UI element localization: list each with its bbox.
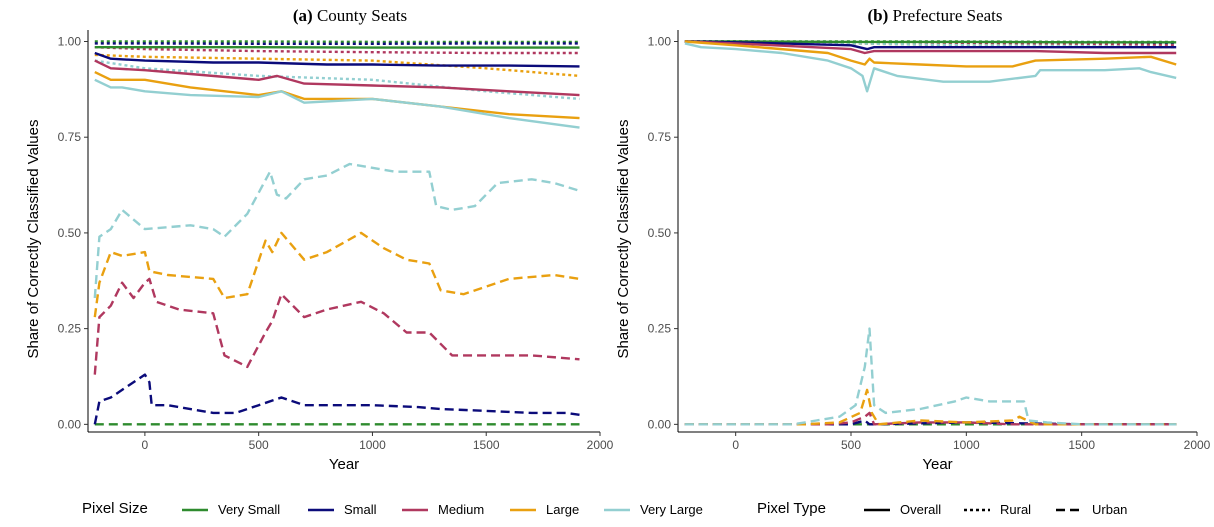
legend-key-swatch [604, 508, 630, 511]
legend: Pixel Size Very Small Small Medium Large Very… [0, 500, 1214, 524]
series-line-medium-overall [684, 40, 1177, 55]
y-tick-label: 1.00 [648, 34, 672, 48]
legend-label: Rural [1000, 502, 1032, 517]
legend-label: Urban [1092, 502, 1128, 517]
series-line-very-large-urban [684, 327, 1177, 426]
legend-item-urban: Urban [1054, 502, 1127, 517]
legend-item-very-small: Very Small [180, 502, 280, 517]
series-line-medium-overall [94, 59, 580, 97]
legend-item-small: Small [306, 502, 377, 517]
x-tick-label: 500 [249, 438, 269, 452]
x-tick-label: 500 [841, 438, 861, 452]
legend-label: Small [344, 502, 377, 517]
series-line-very-large-overall [94, 78, 580, 129]
panel-b: 0.00 0.25 0.50 0.75 1.00 0 500 1000 1500 2000 Year… [615, 30, 1211, 473]
legend-label: Medium [438, 502, 485, 517]
series-line-very-large-overall [684, 42, 1177, 93]
legend-item-very-large: Very Large [602, 502, 703, 517]
legend-item-large: Large [508, 502, 579, 517]
panel-name-a: County Seats [316, 6, 408, 25]
y-tick-label: 0.50 [58, 226, 82, 240]
panel-title-a: (a) County Seats [100, 6, 600, 26]
legend-key-swatch [1056, 508, 1082, 511]
x-tick-label: 1500 [473, 438, 500, 452]
series-line-large-overall [684, 40, 1177, 68]
legend-item-medium: Medium [400, 502, 484, 517]
panel-a: 0.00 0.25 0.50 0.75 1.00 0 500 1000 1500 2000 Year… [25, 30, 614, 473]
series-line-very-large-urban [93, 162, 580, 299]
series-line-large-overall [94, 71, 580, 120]
x-axis-title: Year [922, 456, 952, 473]
series-line-small-urban [93, 373, 580, 425]
y-axis-title: Share of Correctly Classified Values [615, 120, 632, 359]
legend-label: Very Large [640, 502, 703, 517]
panel-tag-b: (b) [867, 6, 889, 25]
x-tick-label: 0 [732, 438, 739, 452]
legend-key-swatch [964, 508, 990, 511]
legend-label: Very Small [218, 502, 281, 517]
x-tick-label: 0 [142, 438, 149, 452]
y-tick-label: 0.75 [648, 130, 672, 144]
legend-label: Large [546, 502, 580, 517]
series-line-medium-urban [684, 411, 1177, 426]
legend-item-overall: Overall [862, 502, 941, 517]
legend-title-pixel-type: Pixel Type [757, 500, 826, 517]
series-line-large-urban [684, 388, 1177, 426]
x-tick-label: 2000 [587, 438, 614, 452]
legend-key-swatch [402, 508, 428, 511]
panel-name-b: Prefecture Seats [892, 6, 1003, 25]
legend-title-pixel-size: Pixel Size [82, 500, 148, 517]
y-tick-label: 0.25 [58, 322, 82, 336]
y-tick-label: 0.00 [648, 417, 672, 431]
series-line-large-urban [93, 231, 580, 318]
y-tick-label: 0.50 [648, 226, 672, 240]
legend-key-swatch [182, 508, 208, 511]
y-tick-label: 1.00 [58, 34, 82, 48]
x-tick-label: 1000 [359, 438, 386, 452]
legend-key-swatch [864, 508, 890, 511]
legend-item-rural: Rural [962, 502, 1031, 517]
series-line-very-large-rural [94, 59, 580, 101]
x-tick-label: 1500 [1068, 438, 1095, 452]
x-tick-label: 1000 [953, 438, 980, 452]
y-tick-label: 0.75 [58, 130, 82, 144]
series-line-small-overall [94, 51, 580, 68]
series-line-small-overall [684, 40, 1177, 51]
y-tick-label: 0.00 [58, 417, 82, 431]
panel-title-b: (b) Prefecture Seats [680, 6, 1190, 26]
legend-key-swatch [510, 508, 536, 511]
x-axis-title: Year [329, 456, 359, 473]
panel-tag-a: (a) [292, 6, 313, 25]
legend-label: Overall [900, 502, 942, 517]
y-tick-label: 0.25 [648, 322, 672, 336]
legend-key-swatch [308, 508, 334, 511]
x-tick-label: 2000 [1184, 438, 1211, 452]
y-axis-title: Share of Correctly Classified Values [25, 120, 42, 359]
series-line-medium-urban [93, 277, 580, 375]
